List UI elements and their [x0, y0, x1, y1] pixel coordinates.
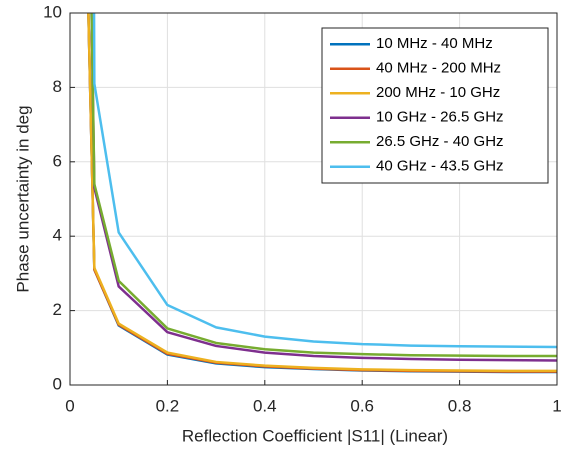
legend-label: 40 MHz - 200 MHz: [376, 60, 501, 77]
x-tick-label: 0: [65, 396, 74, 415]
series-line: [90, 13, 557, 362]
legend-label: 200 MHz - 10 GHz: [376, 84, 500, 101]
y-axis-label: Phase uncertainty in deg: [13, 105, 32, 292]
lines: [87, 13, 557, 374]
y-tick-label: 4: [53, 226, 62, 245]
x-tick-label: 0.8: [448, 396, 472, 415]
x-tick-label: 0.2: [156, 396, 180, 415]
series-line: [87, 13, 557, 373]
y-tick-label: 6: [53, 151, 62, 170]
legend-label: 40 GHz - 43.5 GHz: [376, 158, 504, 175]
legend-label: 26.5 GHz - 40 GHz: [376, 133, 504, 150]
y-tick-label: 2: [53, 300, 62, 319]
x-tick-label: 0.6: [350, 396, 374, 415]
series-line: [90, 13, 557, 358]
x-axis-label: Reflection Coefficient |S11| (Linear): [182, 426, 448, 445]
legend-label: 10 MHz - 40 MHz: [376, 35, 493, 52]
legend-label: 10 GHz - 26.5 GHz: [376, 109, 504, 126]
legend: 10 MHz - 40 MHz 40 MHz - 200 MHz 200 MHz -…: [321, 27, 549, 184]
axes-box: [69, 12, 558, 386]
legend-box: [321, 27, 549, 184]
y-tick-label: 10: [43, 2, 62, 21]
y-tick-label: 8: [53, 77, 62, 96]
series-line: [92, 13, 557, 349]
y-tick-label: 0: [53, 374, 62, 393]
x-tick-label: 0.4: [253, 396, 277, 415]
x-tick-label: 1: [552, 396, 561, 415]
